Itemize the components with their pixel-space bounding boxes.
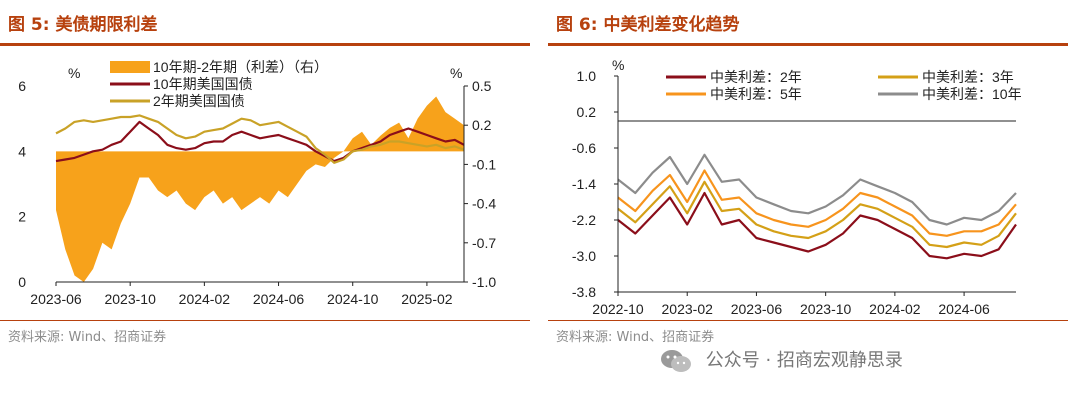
y-tick-label: -0.6 [572, 140, 596, 156]
legend-label: 10年期-2年期（利差）（右） [153, 59, 328, 75]
y-right-tick-label: -1.0 [472, 274, 496, 290]
legend-label: 2年期美国国债 [153, 93, 245, 109]
chart-china-us-spread: 1.0 0.2 -0.6 -1.4 -2.2 -3.0 -3.8% 2022-10 2023-0… [572, 57, 1022, 317]
figure-6-source: 资料来源: Wind、招商证券 [556, 330, 715, 345]
legend-label: 中美利差：2年 [710, 69, 802, 85]
x-tick-label: 2024-06 [938, 301, 990, 317]
x-tick-label: 2022-10 [592, 301, 644, 317]
legend-label: 中美利差：10年 [922, 86, 1022, 102]
line-10y-treasury [55, 120, 465, 163]
y-right-tick-label: -0.4 [472, 196, 496, 212]
y-right-tick-label: -0.7 [472, 235, 496, 251]
watermark: 公众号 · 招商宏观静思录 [660, 346, 903, 375]
x-tick-label: 2025-02 [401, 291, 453, 307]
x-tick-label: 2023-10 [104, 291, 156, 307]
watermark-text: 公众号 · 招商宏观静思录 [705, 350, 903, 371]
figure-5-source: 资料来源: Wind、招商证券 [8, 330, 167, 345]
legend-swatch-spread [110, 61, 150, 73]
figure-5-panel: 图 5: 美债期限利差 0 2 4 6% 0.5 0.2 -0.1 -0.4 -0.7 -1.0%… [0, 0, 530, 404]
legend-label: 10年期美国国债 [153, 76, 253, 92]
y-left-tick-label: 2 [18, 209, 26, 225]
line-s5 [617, 169, 1017, 237]
figure-6-bottom-rule [548, 320, 1068, 321]
x-tick-label: 2023-06 [30, 291, 82, 307]
figure-5-title: 图 5: 美债期限利差 [8, 15, 158, 35]
legend-label: 中美利差：5年 [710, 86, 802, 102]
line-s2 [617, 191, 1017, 260]
y-left-unit: % [68, 65, 80, 81]
x-tick-label: 2024-02 [869, 301, 921, 317]
line-2y-treasury [55, 114, 465, 164]
figure-6-title: 图 6: 中美利差变化趋势 [556, 15, 740, 35]
y-right-tick-label: -0.1 [472, 156, 496, 172]
x-tick-label: 2024-02 [179, 291, 231, 307]
y-right-unit: % [450, 65, 462, 81]
legend-label: 中美利差：3年 [922, 69, 1014, 85]
figure-6-title-rule [548, 43, 1068, 46]
wechat-icon [661, 350, 691, 372]
chart-us-term-spread: 0 2 4 6% 0.5 0.2 -0.1 -0.4 -0.7 -1.0% 2023-06 2023-… [18, 59, 496, 307]
x-tick-label: 2023-02 [662, 301, 714, 317]
figure-6-panel: 图 6: 中美利差变化趋势 1.0 0.2 -0.6 -1.4 -2.2 -3.0 -3.8… [548, 0, 1078, 404]
x-tick-label: 2023-10 [800, 301, 852, 317]
y-tick-label: -3.0 [572, 248, 596, 264]
x-tick-label: 2024-06 [253, 291, 305, 307]
y-left-tick-label: 0 [18, 274, 26, 290]
spread-area [56, 96, 464, 282]
y-tick-label: -1.4 [572, 176, 596, 192]
line-s3 [617, 180, 1017, 249]
line-s10 [617, 153, 1017, 226]
y-left-tick-label: 6 [18, 78, 26, 94]
x-tick-label: 2023-06 [731, 301, 783, 317]
y-unit: % [612, 57, 624, 73]
y-tick-label: -3.8 [572, 284, 596, 300]
y-tick-label: -2.2 [572, 212, 596, 228]
x-tick-label: 2024-10 [327, 291, 379, 307]
figure-5-title-rule [0, 43, 530, 46]
figure-5-bottom-rule [0, 320, 530, 321]
y-tick-label: 0.2 [577, 104, 597, 120]
y-tick-label: 1.0 [577, 68, 597, 84]
y-right-tick-label: 0.5 [472, 78, 492, 94]
y-left-tick-label: 4 [18, 143, 26, 159]
y-right-tick-label: 0.2 [472, 117, 492, 133]
